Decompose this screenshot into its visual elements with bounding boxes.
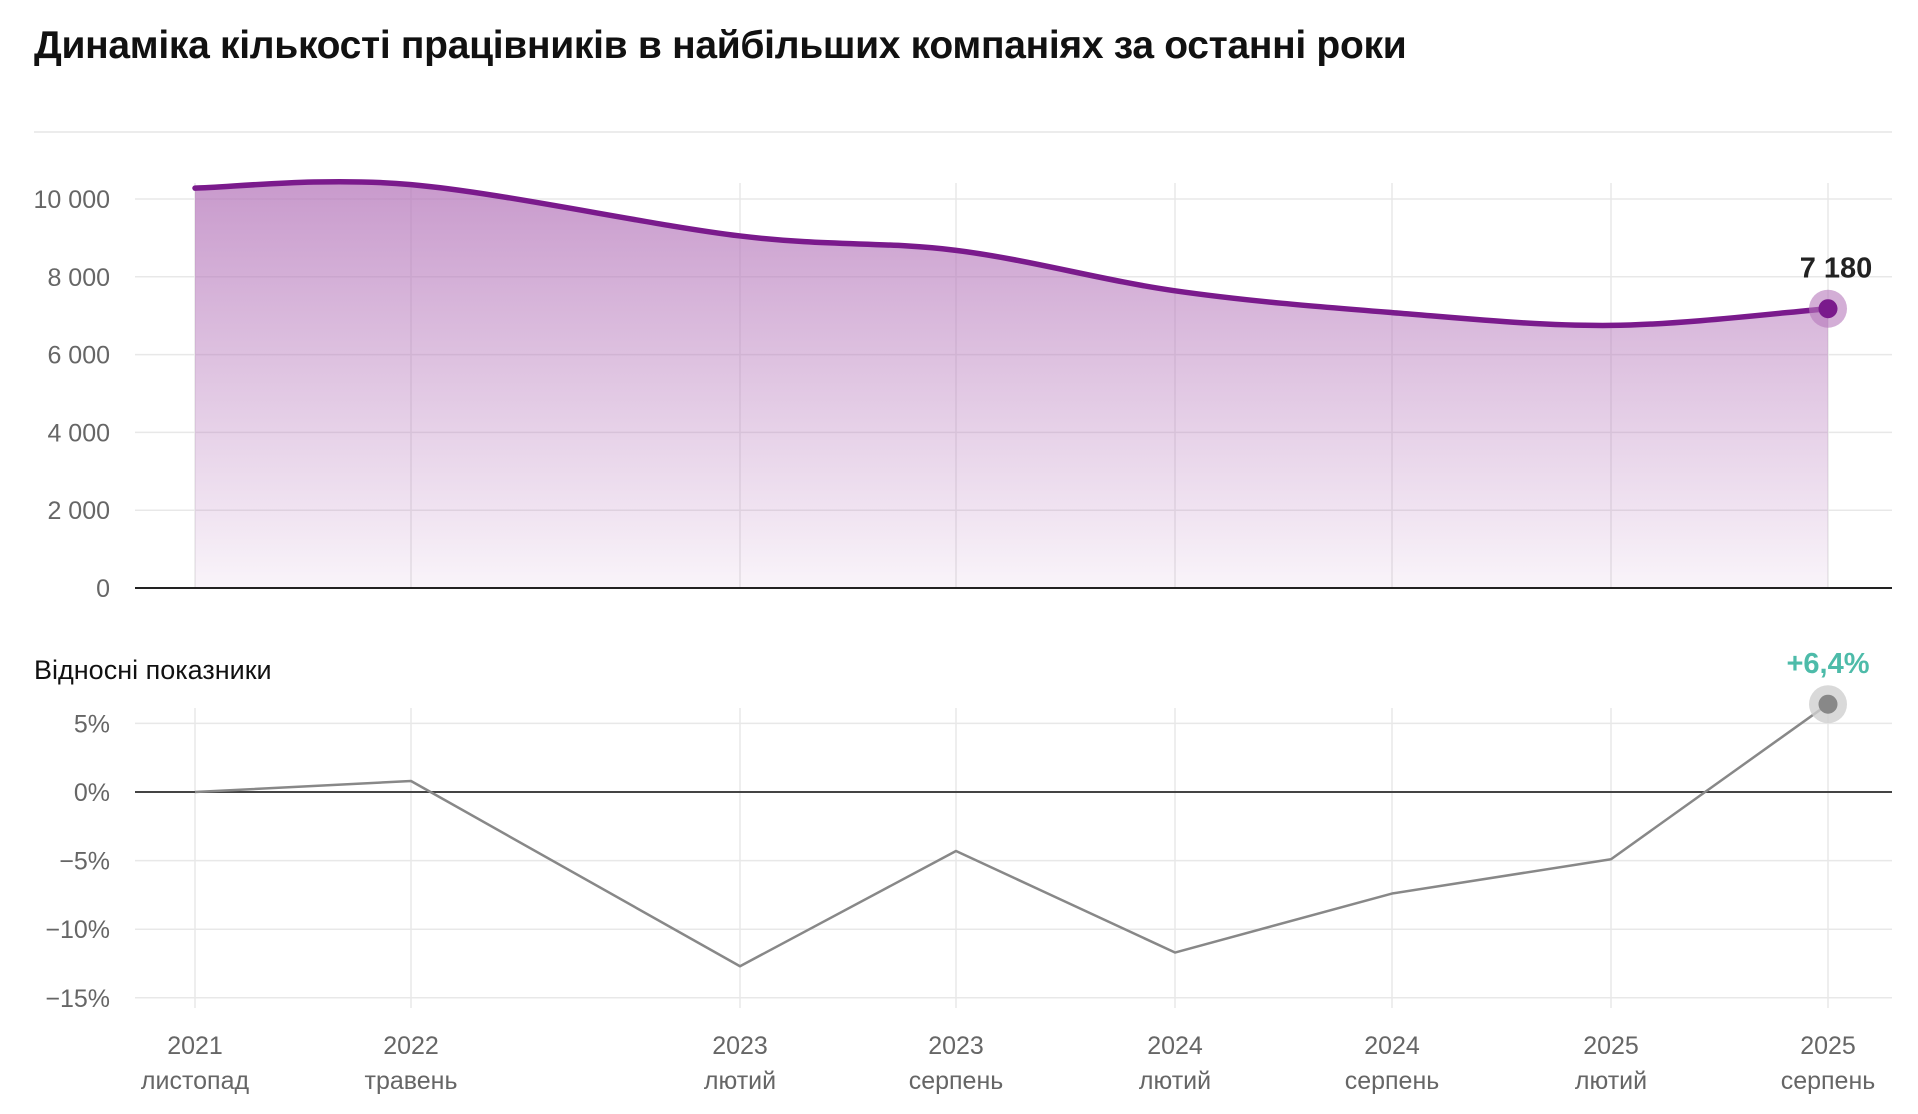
x-tick-year: 2025 xyxy=(1800,1032,1856,1060)
y-tick-label: 8 000 xyxy=(47,264,110,292)
x-tick-year: 2021 xyxy=(167,1032,223,1060)
top-chart-area: 7 180 xyxy=(135,178,1892,589)
x-tick-year: 2024 xyxy=(1147,1032,1203,1060)
x-tick-year: 2025 xyxy=(1583,1032,1639,1060)
y-tick-label: 0% xyxy=(74,779,110,807)
x-tick-year: 2023 xyxy=(928,1032,984,1060)
x-tick-month: листопад xyxy=(141,1067,250,1095)
x-tick-month: лютий xyxy=(704,1067,776,1095)
x-tick-month: лютий xyxy=(1575,1067,1647,1095)
x-tick-month: лютий xyxy=(1139,1067,1211,1095)
bottom-chart-grid xyxy=(135,708,1892,1008)
bottom-chart-line: +6,4% xyxy=(135,648,1892,968)
y-tick-label: 6 000 xyxy=(47,342,110,370)
x-axis-labels: 2021 листопад 2022 травень 2023 лютий 2023 серп… xyxy=(141,1032,1875,1095)
x-tick-year: 2022 xyxy=(383,1032,439,1060)
y-tick-label: 10 000 xyxy=(34,186,110,214)
x-tick-year: 2023 xyxy=(712,1032,768,1060)
y-tick-label: 0 xyxy=(96,575,110,603)
bottom-chart-y-axis: 5% 0% −5% −10% −15% xyxy=(45,710,110,1012)
relative-last-point-marker xyxy=(1818,694,1838,714)
y-tick-label: −5% xyxy=(59,848,110,876)
y-tick-label: 5% xyxy=(74,710,110,738)
area-fill xyxy=(195,181,1828,588)
y-tick-label: −10% xyxy=(45,916,110,944)
y-tick-label: −15% xyxy=(45,985,110,1013)
top-chart-y-axis: 0 2 000 4 000 6 000 8 000 10 000 xyxy=(34,186,110,603)
x-tick-year: 2024 xyxy=(1364,1032,1420,1060)
x-tick-month: серпень xyxy=(909,1067,1004,1095)
x-tick-month: травень xyxy=(365,1067,458,1095)
x-tick-month: серпень xyxy=(1345,1067,1440,1095)
relative-series-line xyxy=(194,703,1829,968)
y-tick-label: 4 000 xyxy=(47,419,110,447)
last-value-label: 7 180 xyxy=(1800,253,1873,285)
last-point-marker xyxy=(1818,299,1838,319)
y-tick-label: 2 000 xyxy=(47,497,110,525)
relative-last-value-label: +6,4% xyxy=(1786,648,1869,680)
relative-subtitle: Відносні показники xyxy=(34,655,272,685)
area-series-line xyxy=(192,178,1831,329)
chart-title: Динаміка кількості працівників в найбіль… xyxy=(34,24,1407,67)
x-tick-month: серпень xyxy=(1781,1067,1876,1095)
